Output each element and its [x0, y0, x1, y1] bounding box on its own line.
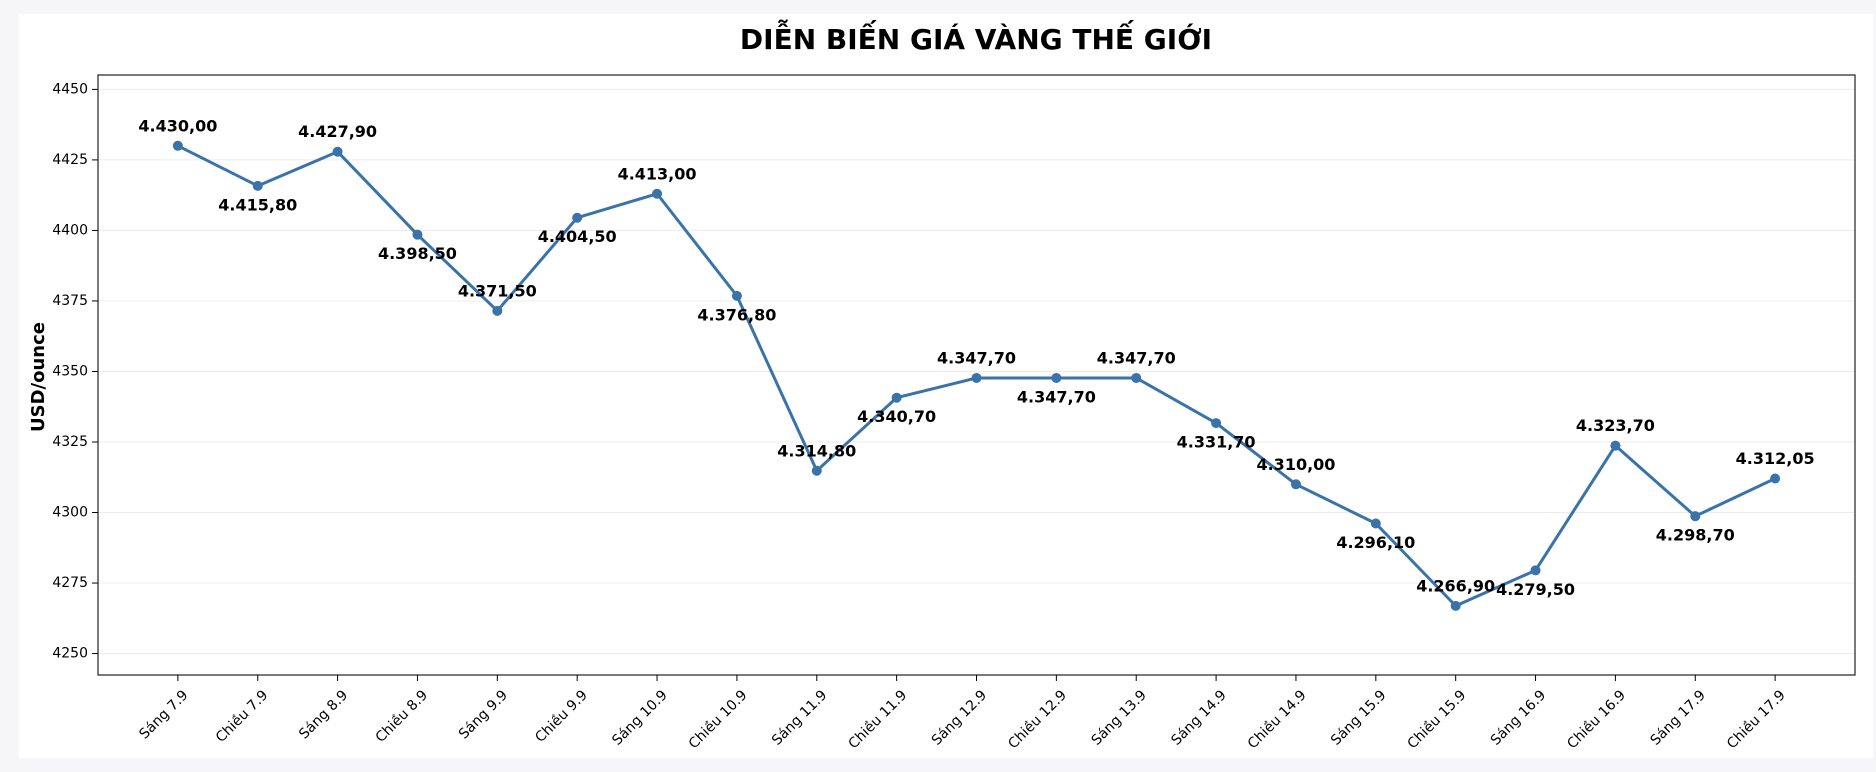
point — [412, 229, 423, 240]
point — [652, 188, 663, 199]
value-label: 4.371,50 — [458, 281, 537, 300]
y-tick-label: 4300 — [52, 505, 88, 521]
point — [1450, 600, 1461, 611]
point — [1370, 518, 1381, 529]
value-label: 4.376,80 — [697, 305, 776, 324]
value-label: 4.266,90 — [1416, 576, 1495, 595]
y-tick-label: 4450 — [52, 81, 88, 97]
value-label: 4.347,70 — [1017, 387, 1096, 406]
point — [1051, 372, 1062, 383]
point — [1290, 479, 1301, 490]
value-label: 4.347,70 — [937, 348, 1016, 367]
y-axis-label: USD/ounce — [28, 322, 49, 432]
chart-title: DIỄN BIẾN GIÁ VÀNG THẾ GIỚI — [740, 18, 1212, 56]
point — [811, 465, 822, 476]
value-label: 4.413,00 — [618, 164, 697, 183]
point — [731, 290, 742, 301]
y-tick-label: 4425 — [52, 152, 88, 168]
value-label: 4.430,00 — [138, 116, 217, 135]
y-tick-label: 4400 — [52, 222, 88, 238]
point — [172, 140, 183, 151]
point — [1690, 511, 1701, 522]
value-label: 4.310,00 — [1256, 455, 1335, 474]
value-label: 4.398,50 — [378, 244, 457, 263]
point — [332, 146, 343, 157]
point — [891, 392, 902, 403]
y-tick-label: 4250 — [52, 646, 88, 662]
y-tick-label: 4325 — [52, 434, 88, 450]
value-label: 4.340,70 — [857, 407, 936, 426]
value-label: 4.427,90 — [298, 122, 377, 141]
point — [492, 305, 503, 316]
point — [1530, 565, 1541, 576]
y-tick-label: 4275 — [52, 575, 88, 591]
value-label: 4.404,50 — [538, 227, 617, 246]
y-tick-label: 4350 — [52, 363, 88, 379]
value-label: 4.298,70 — [1656, 526, 1735, 545]
value-label: 4.323,70 — [1576, 416, 1655, 435]
point — [572, 212, 583, 223]
value-label: 4.415,80 — [218, 195, 297, 214]
value-label: 4.331,70 — [1177, 433, 1256, 452]
point — [1610, 440, 1621, 451]
value-label: 4.314,80 — [777, 441, 856, 460]
value-label: 4.347,70 — [1097, 348, 1176, 367]
value-label: 4.296,10 — [1336, 533, 1415, 552]
y-tick-label: 4375 — [52, 293, 88, 309]
point — [1770, 473, 1781, 484]
point — [971, 372, 982, 383]
value-label: 4.279,50 — [1496, 580, 1575, 599]
point — [1131, 372, 1142, 383]
point — [1211, 418, 1222, 429]
value-label: 4.312,05 — [1736, 449, 1815, 468]
point — [252, 180, 263, 191]
